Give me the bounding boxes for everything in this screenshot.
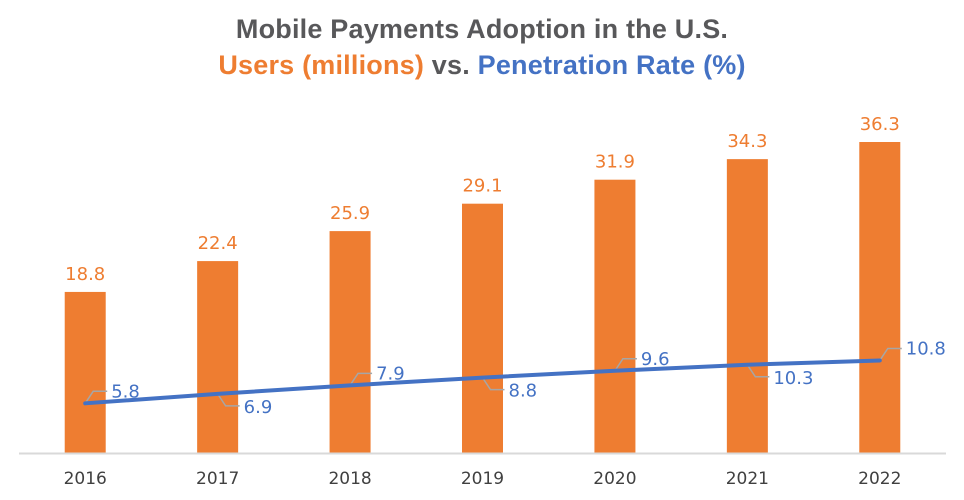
leader-line-2017 xyxy=(217,393,240,407)
x-tick-2021: 2021 xyxy=(726,469,769,489)
bar-data-labels: 18.8 22.4 25.9 29.1 31.9 34.3 36.3 xyxy=(65,114,900,285)
leader-line-2018 xyxy=(349,372,373,386)
x-tick-2022: 2022 xyxy=(858,469,901,489)
line-label-2021: 10.3 xyxy=(773,368,813,389)
bar-2020 xyxy=(594,179,636,454)
leader-line-2022 xyxy=(879,347,902,361)
x-tick-2017: 2017 xyxy=(196,469,239,489)
bar-series-users xyxy=(64,142,901,454)
chart-title: Mobile Payments Adoption in the U.S. xyxy=(235,14,729,44)
x-tick-2018: 2018 xyxy=(328,469,371,489)
x-tick-2016: 2016 xyxy=(64,469,107,489)
bar-label-2021: 34.3 xyxy=(727,131,767,152)
line-label-2020: 9.6 xyxy=(641,349,670,370)
subtitle-vs: vs. xyxy=(424,50,478,80)
x-tick-2020: 2020 xyxy=(593,469,636,489)
bar-label-2016: 18.8 xyxy=(65,264,105,285)
leader-line-2019 xyxy=(481,377,505,391)
bar-2019 xyxy=(462,203,503,453)
leader-line-2021 xyxy=(746,364,770,378)
leader-line-2016 xyxy=(84,390,108,404)
line-data-labels: 5.8 6.9 7.9 8.8 9.6 10.3 10.8 xyxy=(111,338,946,417)
bar-label-2020: 31.9 xyxy=(595,152,635,173)
line-series-penetration xyxy=(83,358,882,406)
line-label-2017: 6.9 xyxy=(244,397,273,418)
subtitle-users: Users (millions) xyxy=(218,50,425,80)
bar-label-2019: 29.1 xyxy=(462,176,502,197)
bar-label-2017: 22.4 xyxy=(198,233,238,254)
x-axis-ticks: 2016 2017 2018 2019 2020 2021 2022 xyxy=(64,469,902,489)
line-label-2022: 10.8 xyxy=(906,338,946,359)
line-label-2018: 7.9 xyxy=(376,363,405,384)
x-tick-2019: 2019 xyxy=(461,469,504,489)
line-label-2019: 8.8 xyxy=(509,381,538,402)
subtitle-penetration: Penetration Rate (%) xyxy=(477,50,746,80)
bar-label-2022: 36.3 xyxy=(860,114,900,135)
line-label-2016: 5.8 xyxy=(111,381,140,402)
bar-2021 xyxy=(726,159,768,453)
leader-lines xyxy=(84,347,902,407)
bar-label-2018: 25.9 xyxy=(330,203,370,224)
bar-2018 xyxy=(329,231,371,453)
chart-subtitle: Users (millions) vs. Penetration Rate (%… xyxy=(0,50,964,81)
bar-2017 xyxy=(197,261,239,453)
bar-2016 xyxy=(64,291,106,453)
leader-line-2020 xyxy=(614,358,637,372)
bar-2022 xyxy=(859,142,901,453)
